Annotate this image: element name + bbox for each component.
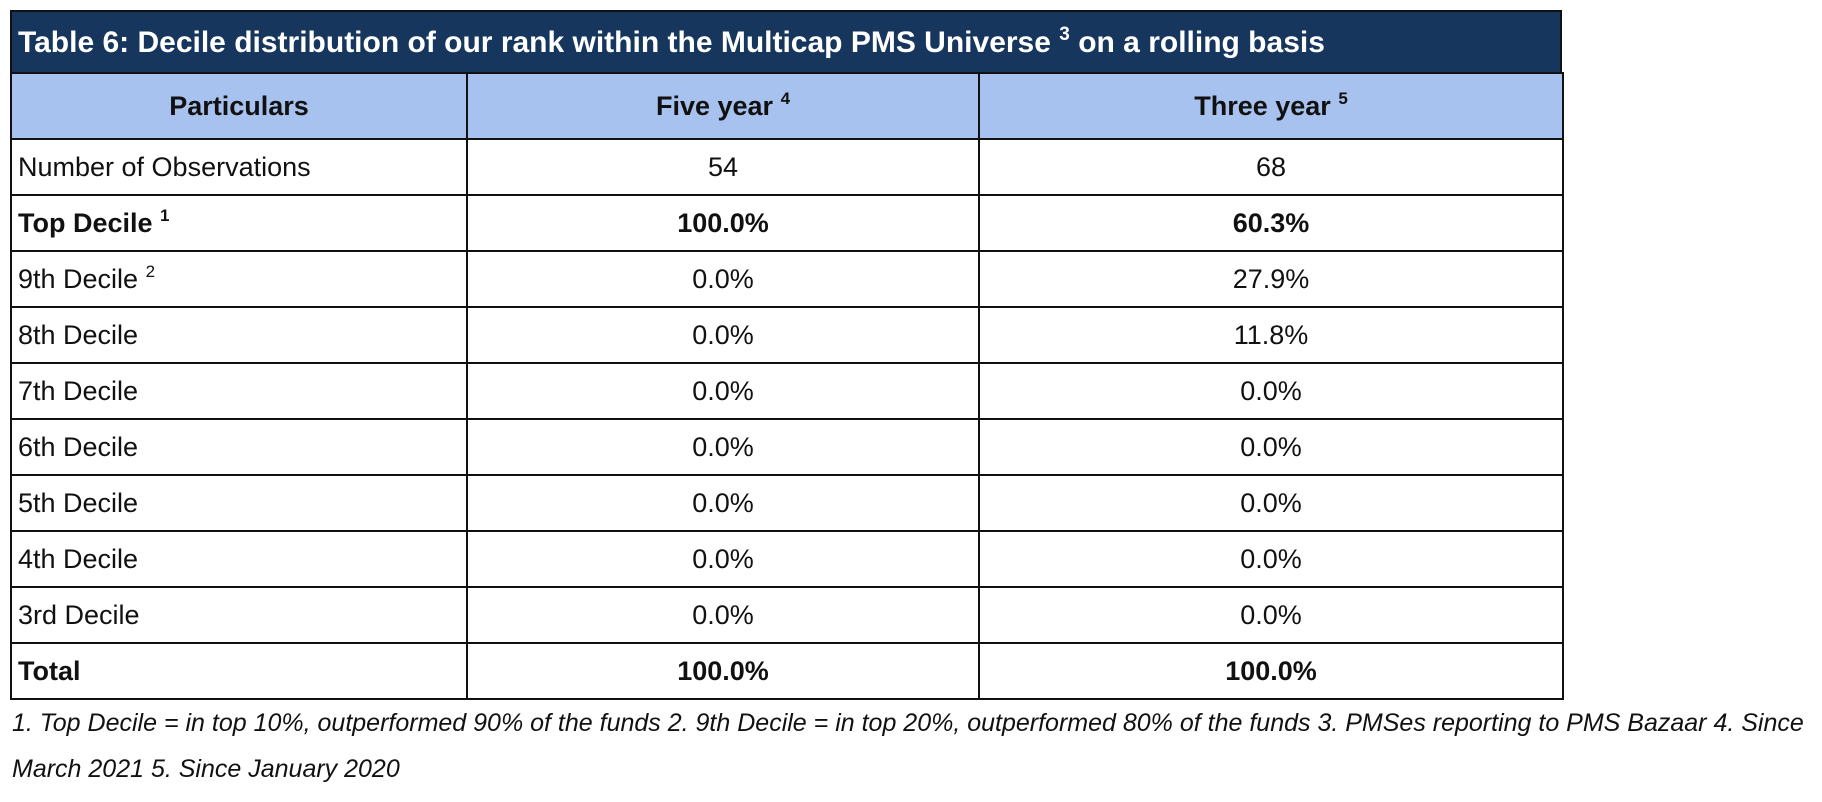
table-row: 8th Decile 0.0% 11.8%	[10, 306, 1564, 364]
row-label: 6th Decile	[10, 418, 468, 476]
table-body: Number of Observations 54 68 Top Decile 1 10…	[10, 138, 1564, 700]
table-row: Total 100.0% 100.0%	[10, 642, 1564, 700]
five-year-value: 0.0%	[466, 306, 980, 364]
five-year-value: 54	[466, 138, 980, 196]
three-year-value: 27.9%	[978, 250, 1564, 308]
five-year-value: 0.0%	[466, 530, 980, 588]
decile-table-document: Table 6: Decile distribution of our rank…	[10, 10, 1804, 792]
row-label: 4th Decile	[10, 530, 468, 588]
table-title-text: Table 6: Decile distribution of our rank…	[18, 26, 1051, 59]
row-label: Total	[10, 642, 468, 700]
three-year-value: 68	[978, 138, 1564, 196]
five-year-value: 0.0%	[466, 250, 980, 308]
table-header-row: Particulars Five year 4 Three year 5	[10, 72, 1564, 140]
three-year-value: 0.0%	[978, 418, 1564, 476]
header-particulars: Particulars	[10, 72, 468, 140]
row-label: Number of Observations	[10, 138, 468, 196]
row-label-text: 5th Decile	[18, 487, 139, 518]
row-label-text: 6th Decile	[18, 431, 139, 462]
header-five-year: Five year 4	[466, 72, 980, 140]
table-row: 5th Decile 0.0% 0.0%	[10, 474, 1564, 532]
table-title-footnote-ref: 3	[1059, 24, 1070, 45]
table-row: Top Decile 1 100.0% 60.3%	[10, 194, 1564, 252]
header-three-year: Three year 5	[978, 72, 1564, 140]
five-year-value: 100.0%	[466, 642, 980, 700]
table-row: 7th Decile 0.0% 0.0%	[10, 362, 1564, 420]
five-year-value: 100.0%	[466, 194, 980, 252]
table-row: 9th Decile 2 0.0% 27.9%	[10, 250, 1564, 308]
row-label: Top Decile 1	[10, 194, 468, 252]
row-label-text: 9th Decile	[18, 263, 139, 294]
three-year-value: 0.0%	[978, 530, 1564, 588]
table-row: 3rd Decile 0.0% 0.0%	[10, 586, 1564, 644]
header-five-year-footnote-ref: 4	[780, 88, 791, 108]
row-label-text: 7th Decile	[18, 375, 139, 406]
three-year-value: 60.3%	[978, 194, 1564, 252]
three-year-value: 0.0%	[978, 586, 1564, 644]
table-title-suffix: on a rolling basis	[1078, 26, 1325, 59]
row-label: 3rd Decile	[10, 586, 468, 644]
decile-distribution-table: Particulars Five year 4 Three year 5 Num…	[10, 72, 1564, 700]
five-year-value: 0.0%	[466, 586, 980, 644]
table-row: 4th Decile 0.0% 0.0%	[10, 530, 1564, 588]
row-label-footnote-ref: 2	[145, 261, 156, 281]
header-three-year-footnote-ref: 5	[1338, 88, 1348, 108]
row-label: 9th Decile 2	[10, 250, 468, 308]
table-row: 6th Decile 0.0% 0.0%	[10, 418, 1564, 476]
row-label-text: 3rd Decile	[18, 599, 140, 630]
three-year-value: 100.0%	[978, 642, 1564, 700]
row-label-text: 4th Decile	[18, 543, 139, 574]
table-footnote: 1. Top Decile = in top 10%, outperformed…	[12, 709, 1804, 783]
row-label: 8th Decile	[10, 306, 468, 364]
three-year-value: 0.0%	[978, 362, 1564, 420]
row-label-footnote-ref: 1	[160, 205, 170, 225]
row-label: 7th Decile	[10, 362, 468, 420]
row-label-text: Total	[18, 655, 81, 686]
table-title: Table 6: Decile distribution of our rank…	[10, 10, 1562, 72]
row-label-text: Top Decile	[18, 207, 153, 238]
table-row: Number of Observations 54 68	[10, 138, 1564, 196]
row-label-text: Number of Observations	[18, 151, 311, 182]
row-label-text: 8th Decile	[18, 319, 139, 350]
five-year-value: 0.0%	[466, 362, 980, 420]
five-year-value: 0.0%	[466, 474, 980, 532]
row-label: 5th Decile	[10, 474, 468, 532]
three-year-value: 0.0%	[978, 474, 1564, 532]
three-year-value: 11.8%	[978, 306, 1564, 364]
five-year-value: 0.0%	[466, 418, 980, 476]
